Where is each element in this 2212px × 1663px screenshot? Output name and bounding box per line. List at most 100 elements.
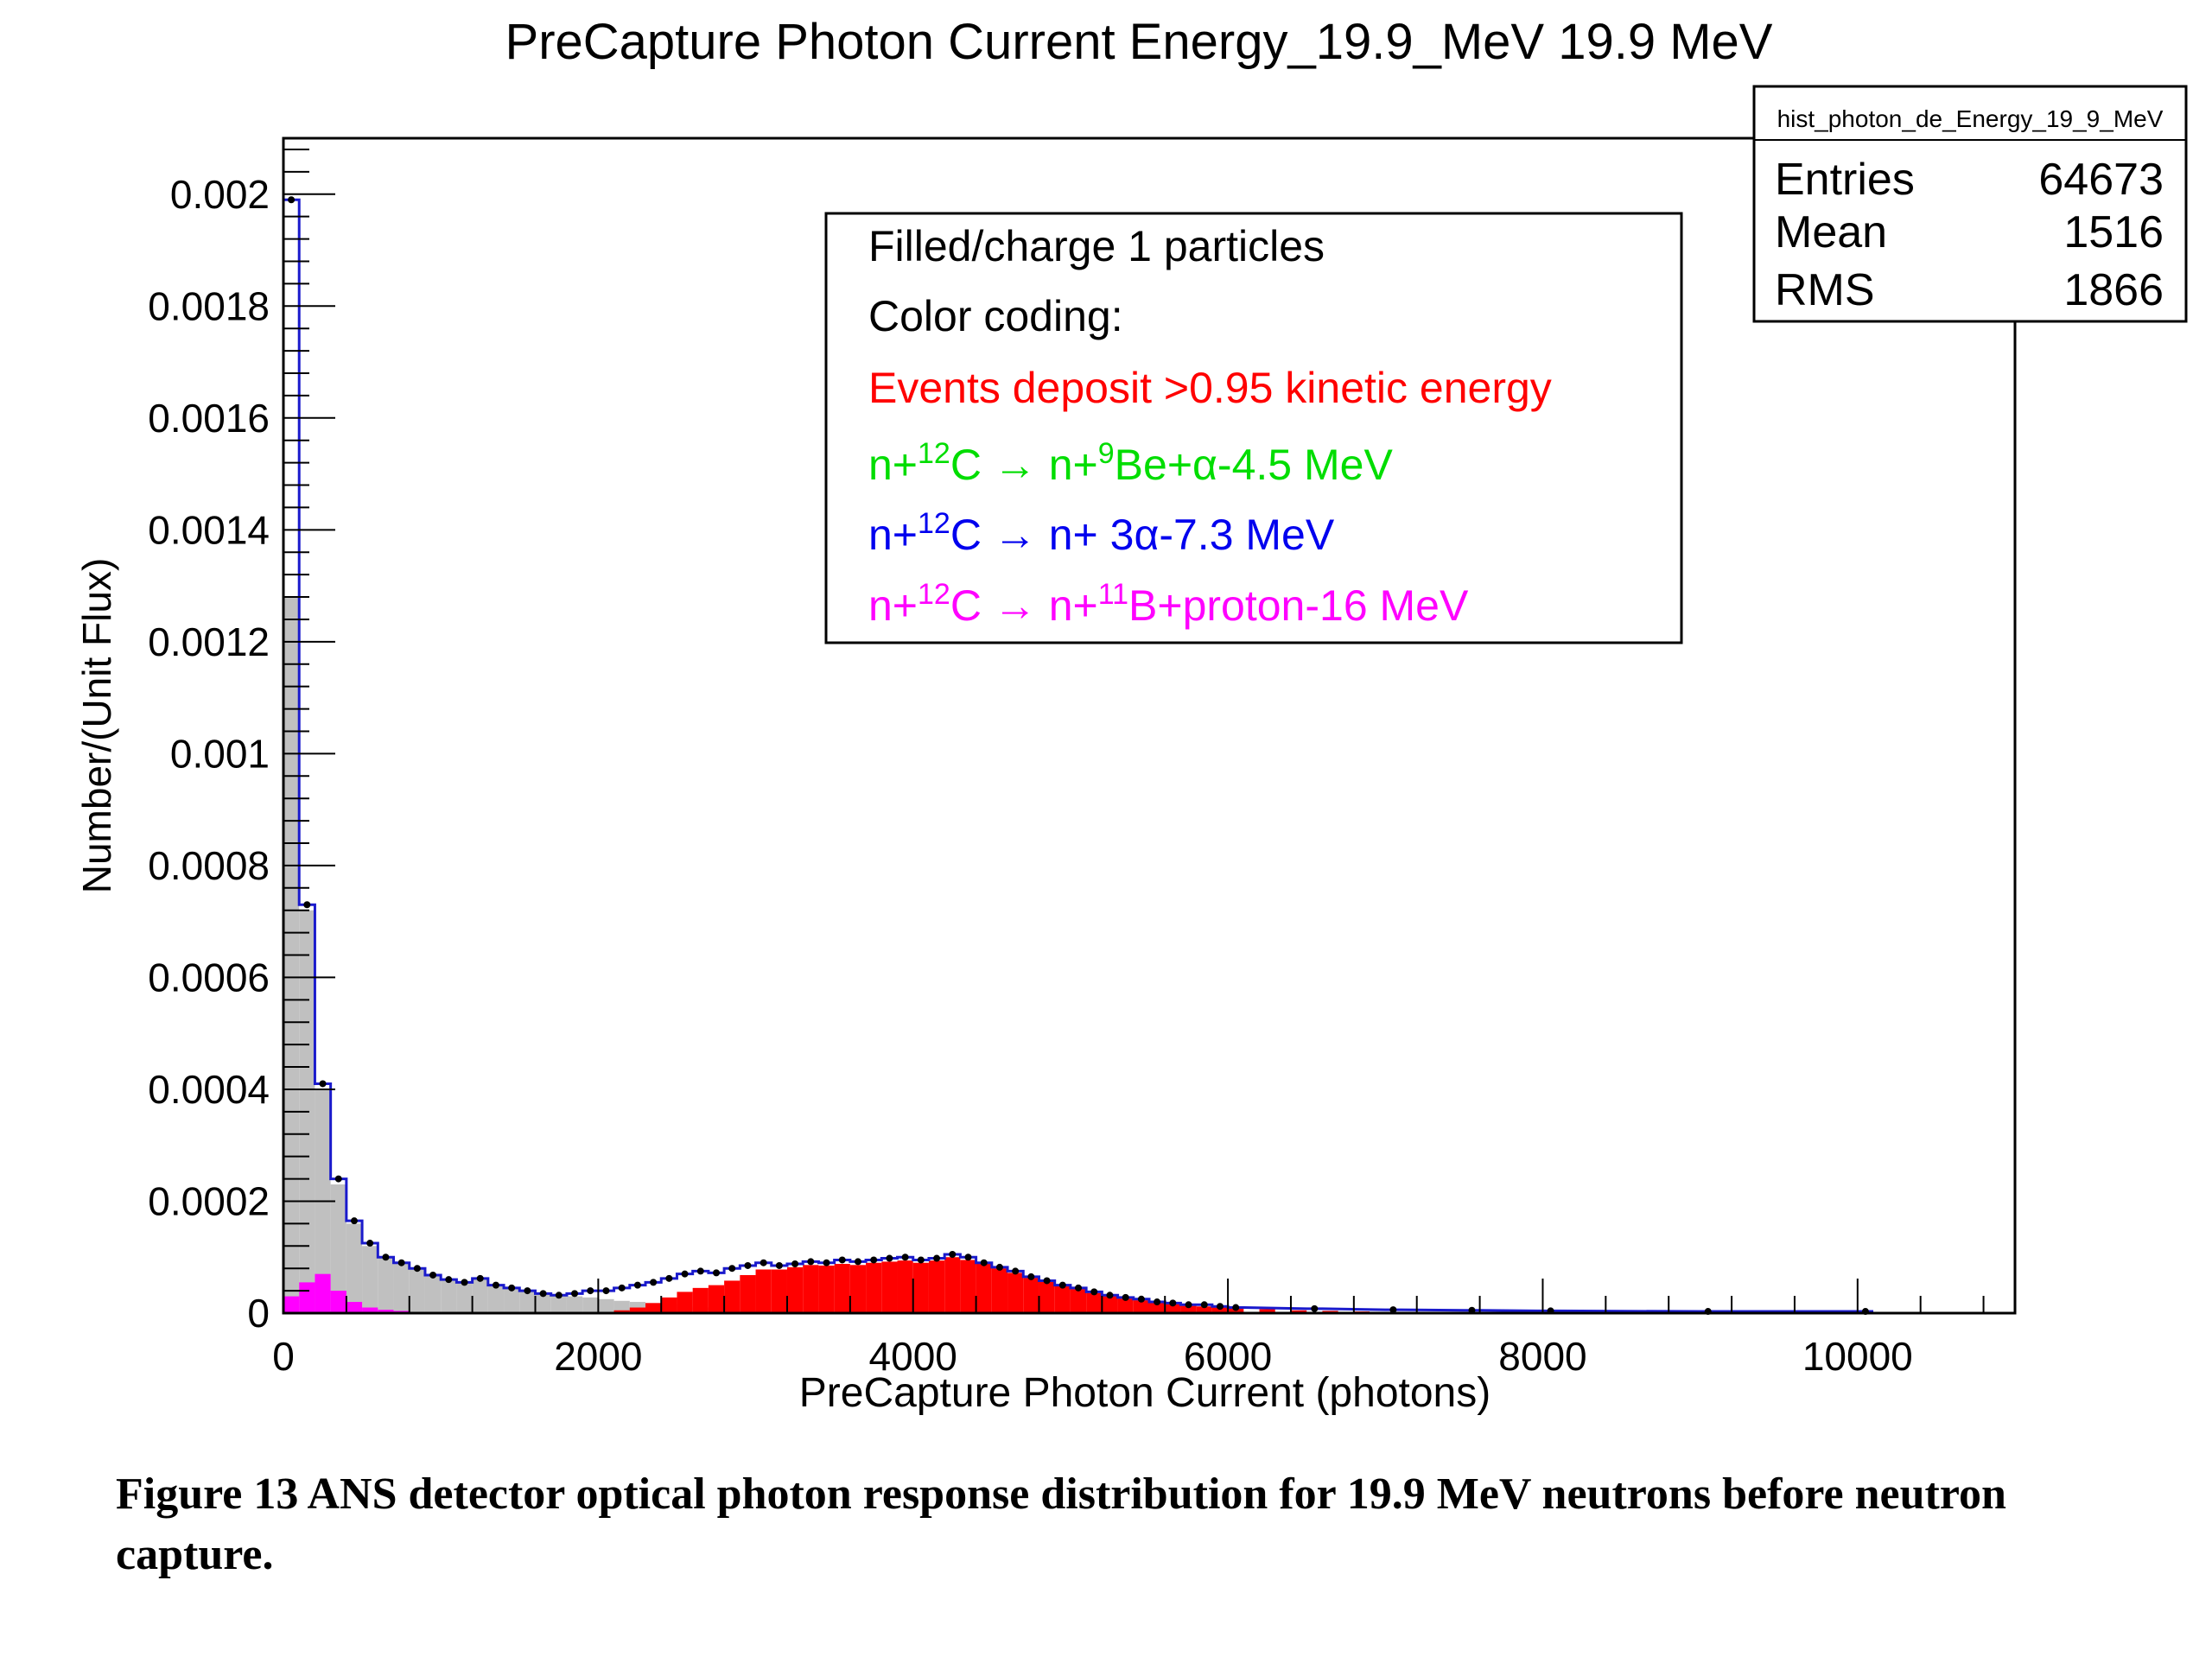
data-point [728,1265,736,1273]
data-point [303,901,311,909]
series-outline [282,198,1874,1313]
bar [771,1269,787,1313]
bar [960,1260,976,1313]
data-point [1075,1284,1083,1292]
data-point [508,1284,516,1292]
data-point [886,1254,893,1262]
data-point [461,1279,468,1286]
bar [598,1298,614,1313]
bar [550,1295,567,1313]
data-point [524,1287,531,1295]
bar [1070,1289,1087,1313]
data-point [1122,1293,1129,1301]
y-tick-label: 0.0014 [148,507,270,552]
data-point [445,1276,453,1284]
bar [692,1287,709,1313]
legend-entry: n+12C → n+ 3α-7.3 MeV [868,507,1335,559]
bar [330,1184,346,1313]
bar [834,1264,850,1313]
bar [1211,1307,1229,1313]
data-point [1232,1304,1240,1311]
data-point [650,1279,658,1286]
bar [1102,1296,1118,1313]
y-axis-label: Number/(Unit Flux) [74,558,119,894]
x-axis-label: PreCapture Photon Current (photons) [799,1370,1491,1416]
data-point [917,1256,925,1264]
bar [645,1303,662,1313]
bar [283,1296,300,1313]
data-point [334,1175,342,1183]
bar [866,1262,882,1313]
bar [881,1261,898,1313]
data-point [713,1269,720,1277]
data-point [870,1256,878,1264]
x-tick-label: 8000 [1498,1334,1586,1379]
y-tick-label: 0 [247,1291,270,1336]
data-point [744,1261,752,1269]
x-tick-label: 0 [272,1334,295,1379]
stats-value: 1516 [2063,207,2164,257]
legend-entry: Events deposit >0.95 kinetic energy [868,364,1552,412]
data-point [633,1281,641,1289]
series-0 [282,196,1874,1316]
bar [912,1262,929,1313]
data-point [980,1259,988,1266]
bar [1290,1310,1307,1313]
bar [393,1262,410,1313]
data-point [838,1256,846,1264]
data-point [854,1258,861,1266]
data-point [1090,1288,1098,1296]
data-point [492,1281,499,1289]
stats-label: Mean [1775,207,1887,257]
legend-entry: n+12C → n+11B+proton-16 MeV [868,578,1469,630]
bar [1196,1306,1212,1313]
bar [1117,1298,1134,1313]
data-point [665,1274,673,1282]
bar [1133,1300,1149,1313]
data-point [1169,1299,1177,1307]
x-tick-label: 10000 [1802,1334,1913,1379]
data-point [1216,1303,1224,1311]
data-point [366,1240,374,1247]
data-point [775,1261,783,1269]
bar [315,1273,331,1313]
data-point [618,1284,626,1292]
stats-value: 1866 [2063,265,2164,315]
y-tick-label: 0.0006 [148,955,270,1000]
bar [566,1296,583,1313]
bar [1086,1292,1103,1313]
bar [897,1260,913,1313]
bar [582,1297,599,1313]
bar [362,1307,378,1313]
bar [991,1268,1008,1313]
bar [487,1285,505,1313]
data-point [1043,1277,1051,1285]
bar [378,1310,394,1313]
bar [1007,1273,1024,1313]
data-point [901,1254,909,1261]
data-point [350,1217,358,1225]
data-point [1106,1292,1114,1299]
data-point [933,1254,941,1262]
data-point [429,1271,437,1279]
legend-box [824,212,1683,644]
stats-name: hist_photon_de_Energy_19_9_MeV [1777,105,2164,132]
data-point [823,1259,830,1266]
data-point [288,196,296,204]
bar [944,1257,961,1313]
x-tick-label: 4000 [869,1334,957,1379]
bar [818,1265,835,1313]
bar [346,1302,363,1313]
data-point [807,1258,815,1266]
bar [504,1287,520,1313]
bar [441,1279,457,1313]
data-point [319,1080,327,1088]
bar [1039,1281,1055,1313]
bar [472,1278,488,1313]
data-point [681,1270,689,1278]
bar [928,1260,945,1313]
stats-label: RMS [1775,265,1875,315]
data-point [1389,1306,1397,1314]
bar [535,1293,551,1313]
